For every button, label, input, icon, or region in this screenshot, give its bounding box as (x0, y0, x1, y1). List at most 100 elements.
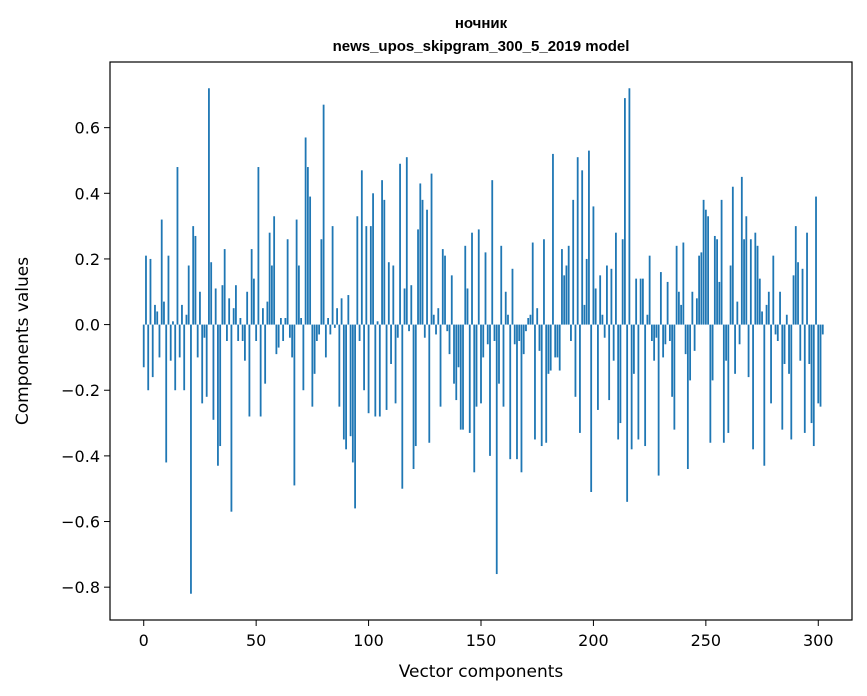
bar-70 (300, 318, 303, 325)
bar-166 (516, 324, 518, 460)
bar-284 (781, 324, 784, 430)
bar-297 (810, 324, 813, 424)
bar-58 (273, 216, 276, 325)
bar-143 (464, 245, 467, 325)
bar-89 (342, 324, 345, 440)
bar-183 (554, 324, 557, 358)
bar-256 (718, 281, 721, 325)
bar-165 (513, 324, 516, 345)
bar-260 (727, 324, 730, 433)
bar-151 (482, 324, 485, 358)
bar-128 (430, 173, 433, 325)
bar-34 (219, 324, 222, 447)
bar-30 (210, 262, 213, 325)
bar-36 (223, 249, 226, 325)
bar-94 (354, 324, 356, 509)
bar-239 (680, 304, 683, 325)
bar-294 (803, 324, 806, 433)
bar-73 (306, 167, 309, 325)
bar-106 (381, 180, 383, 325)
bar-226 (650, 324, 653, 341)
bar-72 (304, 137, 307, 325)
bar-160 (502, 324, 505, 407)
bar-146 (471, 232, 473, 325)
bar-286 (785, 314, 788, 325)
bar-37 (226, 324, 228, 341)
bar-120 (412, 324, 415, 470)
bar-287 (788, 324, 790, 374)
bar-227 (653, 324, 656, 361)
x-tick-label: 200 (578, 631, 609, 650)
bar-91 (347, 295, 350, 325)
bar-41 (235, 285, 237, 325)
bar-301 (819, 324, 822, 407)
bar-189 (567, 245, 570, 325)
x-tick-label: 150 (466, 631, 497, 650)
bar-231 (662, 324, 665, 358)
bar-177 (540, 324, 543, 447)
bar-199 (590, 324, 593, 492)
bar-296 (808, 324, 811, 364)
bar-139 (455, 324, 458, 401)
bar-264 (736, 301, 739, 325)
bar-119 (410, 285, 413, 325)
bar-193 (576, 157, 579, 325)
bar-251 (707, 216, 709, 325)
bar-145 (468, 324, 471, 433)
bar-201 (594, 288, 597, 325)
bar-107 (383, 199, 386, 325)
bar-64 (286, 239, 289, 325)
bar-281 (774, 324, 777, 335)
bar-224 (646, 314, 649, 325)
bar-274 (758, 278, 761, 325)
bar-8 (160, 219, 163, 325)
bar-112 (394, 324, 397, 404)
bar-200 (592, 206, 595, 325)
bar-60 (277, 324, 280, 348)
bar-53 (262, 308, 264, 325)
bar-161 (504, 291, 507, 325)
bar-248 (700, 252, 703, 325)
bar-198 (588, 150, 590, 325)
bar-117 (405, 157, 408, 325)
bar-268 (745, 216, 748, 325)
bar-62 (282, 324, 285, 341)
y-axis-label: Components values (13, 257, 33, 425)
bar-7 (158, 324, 161, 358)
bar-207 (608, 324, 611, 401)
bar-194 (579, 324, 581, 433)
bar-122 (417, 229, 419, 325)
bar-291 (797, 262, 799, 325)
bar-238 (677, 291, 680, 325)
x-axis-label: Vector components (399, 662, 564, 682)
bar-16 (178, 324, 181, 358)
bar-159 (500, 245, 503, 325)
bar-258 (722, 324, 725, 443)
bar-80 (322, 104, 325, 325)
bar-77 (315, 324, 318, 341)
bar-277 (765, 304, 768, 325)
bar-11 (167, 255, 170, 325)
bar-10 (165, 324, 168, 463)
bar-267 (743, 239, 745, 325)
bar-216 (628, 88, 631, 325)
bar-197 (585, 258, 588, 325)
bar-150 (480, 324, 482, 404)
bar-240 (682, 242, 685, 325)
bar-280 (772, 255, 775, 325)
bar-38 (228, 298, 231, 325)
bar-205 (603, 324, 606, 338)
bar-21 (190, 324, 192, 594)
bar-162 (507, 314, 509, 325)
bar-209 (612, 324, 615, 361)
bar-233 (666, 281, 669, 325)
bar-25 (199, 291, 201, 325)
bar-195 (581, 170, 584, 325)
bar-127 (428, 324, 431, 443)
bar-259 (725, 324, 727, 361)
bar-157 (495, 324, 498, 575)
bar-78 (318, 324, 321, 335)
bar-269 (747, 324, 750, 378)
bar-288 (790, 324, 793, 440)
bar-147 (473, 324, 476, 473)
